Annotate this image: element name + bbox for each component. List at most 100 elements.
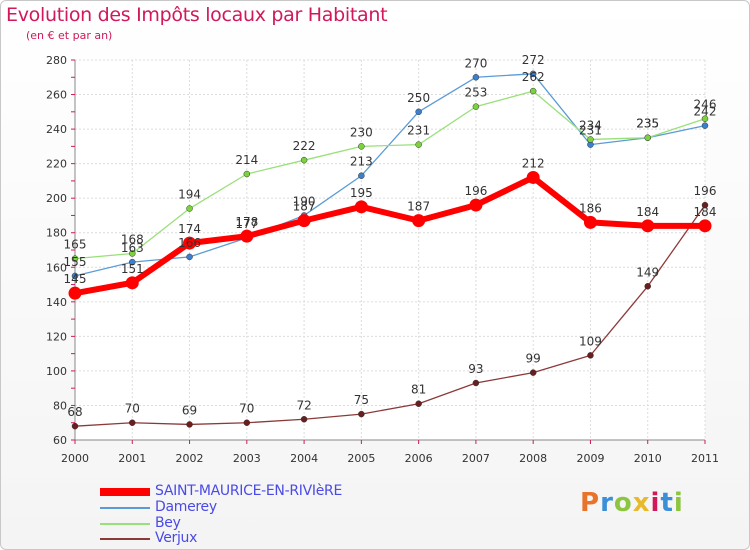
series-point-2 <box>71 255 79 262</box>
series-point-0 <box>68 286 82 300</box>
legend-label: Damerey <box>155 499 217 515</box>
data-label: 165 <box>64 238 87 252</box>
series-line-1 <box>74 73 706 277</box>
series-point-0 <box>641 219 655 233</box>
data-label: 186 <box>579 201 602 215</box>
data-label: 184 <box>636 205 659 219</box>
series-point-2 <box>300 156 308 164</box>
series-point-0 <box>526 170 540 184</box>
data-label: 213 <box>350 155 373 169</box>
series-point-3 <box>701 201 709 209</box>
series-point-3 <box>300 416 308 423</box>
series-point-2 <box>529 87 537 95</box>
data-label: 231 <box>407 124 430 138</box>
data-label: 246 <box>694 98 717 112</box>
y-tick-label: 280 <box>46 54 67 67</box>
series-point-2 <box>129 250 136 257</box>
data-label: 253 <box>464 86 487 100</box>
data-label: 272 <box>522 53 545 67</box>
grid <box>74 59 706 441</box>
x-tick-label: 2009 <box>576 452 604 465</box>
series-point-3 <box>529 369 537 376</box>
data-label: 235 <box>636 117 659 131</box>
legend-swatch <box>100 523 150 525</box>
logo-letter: i <box>673 488 684 518</box>
x-tick-label: 2004 <box>290 452 318 465</box>
data-label: 149 <box>636 265 659 279</box>
data-label: 99 <box>526 352 541 366</box>
y-tick-label: 220 <box>46 158 67 171</box>
data-label: 195 <box>350 186 373 200</box>
data-labels: 145 151 174 178 187 195 187 196 212 186 184 184 155 1… <box>64 53 717 419</box>
data-label: 109 <box>579 334 602 348</box>
x-tick-label: 2007 <box>462 452 490 465</box>
x-tick-label: 2010 <box>634 452 662 465</box>
y-tick-label: 200 <box>46 192 67 205</box>
series-point-1 <box>358 172 365 179</box>
data-label: 151 <box>121 262 144 276</box>
x-tick-label: 2005 <box>347 452 375 465</box>
series-point-0 <box>698 219 712 233</box>
series-point-0 <box>583 215 597 229</box>
series-point-1 <box>129 258 136 266</box>
data-label: 166 <box>178 236 201 250</box>
legend-label: SAINT-MAURICE-EN-RIVIèRE <box>155 483 342 499</box>
series-point-2 <box>186 205 193 212</box>
data-label: 69 <box>182 403 197 417</box>
data-label: 81 <box>411 383 426 397</box>
data-label: 262 <box>522 70 545 84</box>
logo-letter: P <box>580 488 601 518</box>
series-line-2 <box>74 90 706 260</box>
series-point-1 <box>701 122 709 129</box>
x-tick-label: 2000 <box>61 452 89 465</box>
series-point-0 <box>125 276 139 290</box>
data-label: 168 <box>121 232 144 246</box>
series-point-3 <box>71 422 79 430</box>
series-point-0 <box>297 214 311 228</box>
data-label: 214 <box>235 153 258 167</box>
series-point-3 <box>358 410 365 418</box>
series-point-1 <box>71 272 79 280</box>
y-tick-label: 180 <box>46 227 67 240</box>
series-point-0 <box>469 198 483 212</box>
logo-letter: x <box>632 488 651 518</box>
data-label: 194 <box>178 188 201 202</box>
data-label: 190 <box>293 194 316 208</box>
data-label: 222 <box>293 139 316 153</box>
legend-label: Bey <box>155 515 181 531</box>
series-point-3 <box>415 400 422 407</box>
x-tick-label: 2008 <box>519 452 547 465</box>
data-label: 187 <box>407 200 430 214</box>
series-point-3 <box>587 352 594 359</box>
series-point-2 <box>243 170 251 178</box>
data-label: 93 <box>468 362 483 376</box>
data-label: 270 <box>464 56 487 70</box>
data-label: 70 <box>125 402 140 416</box>
data-label: 212 <box>522 156 545 170</box>
data-label: 235 <box>636 117 659 131</box>
series-point-1 <box>472 74 480 81</box>
legend-swatch <box>100 538 150 540</box>
y-tick-label: 140 <box>46 296 67 309</box>
data-label: 177 <box>235 217 258 231</box>
series-point-2 <box>472 103 480 110</box>
logo-letter: i <box>650 488 661 518</box>
axes: 60 80 100 120 140 160 180 200 220 240 260 280 2000 20… <box>46 54 719 465</box>
y-tick-label: 260 <box>46 89 67 102</box>
data-label: 163 <box>121 241 144 255</box>
series-point-3 <box>186 421 193 428</box>
series-point-1 <box>529 70 537 78</box>
data-label: 75 <box>354 393 369 407</box>
data-label: 178 <box>235 215 258 229</box>
x-tick-label: 2003 <box>233 452 261 465</box>
data-label: 187 <box>293 200 316 214</box>
series-point-3 <box>472 379 480 387</box>
series <box>68 70 712 430</box>
logo-letter: t <box>660 488 674 518</box>
y-tick-label: 60 <box>53 434 67 447</box>
data-label: 155 <box>64 255 87 269</box>
series-point-0 <box>354 200 368 214</box>
data-label: 196 <box>464 184 487 198</box>
series-point-0 <box>240 229 254 243</box>
data-label: 231 <box>579 124 602 138</box>
